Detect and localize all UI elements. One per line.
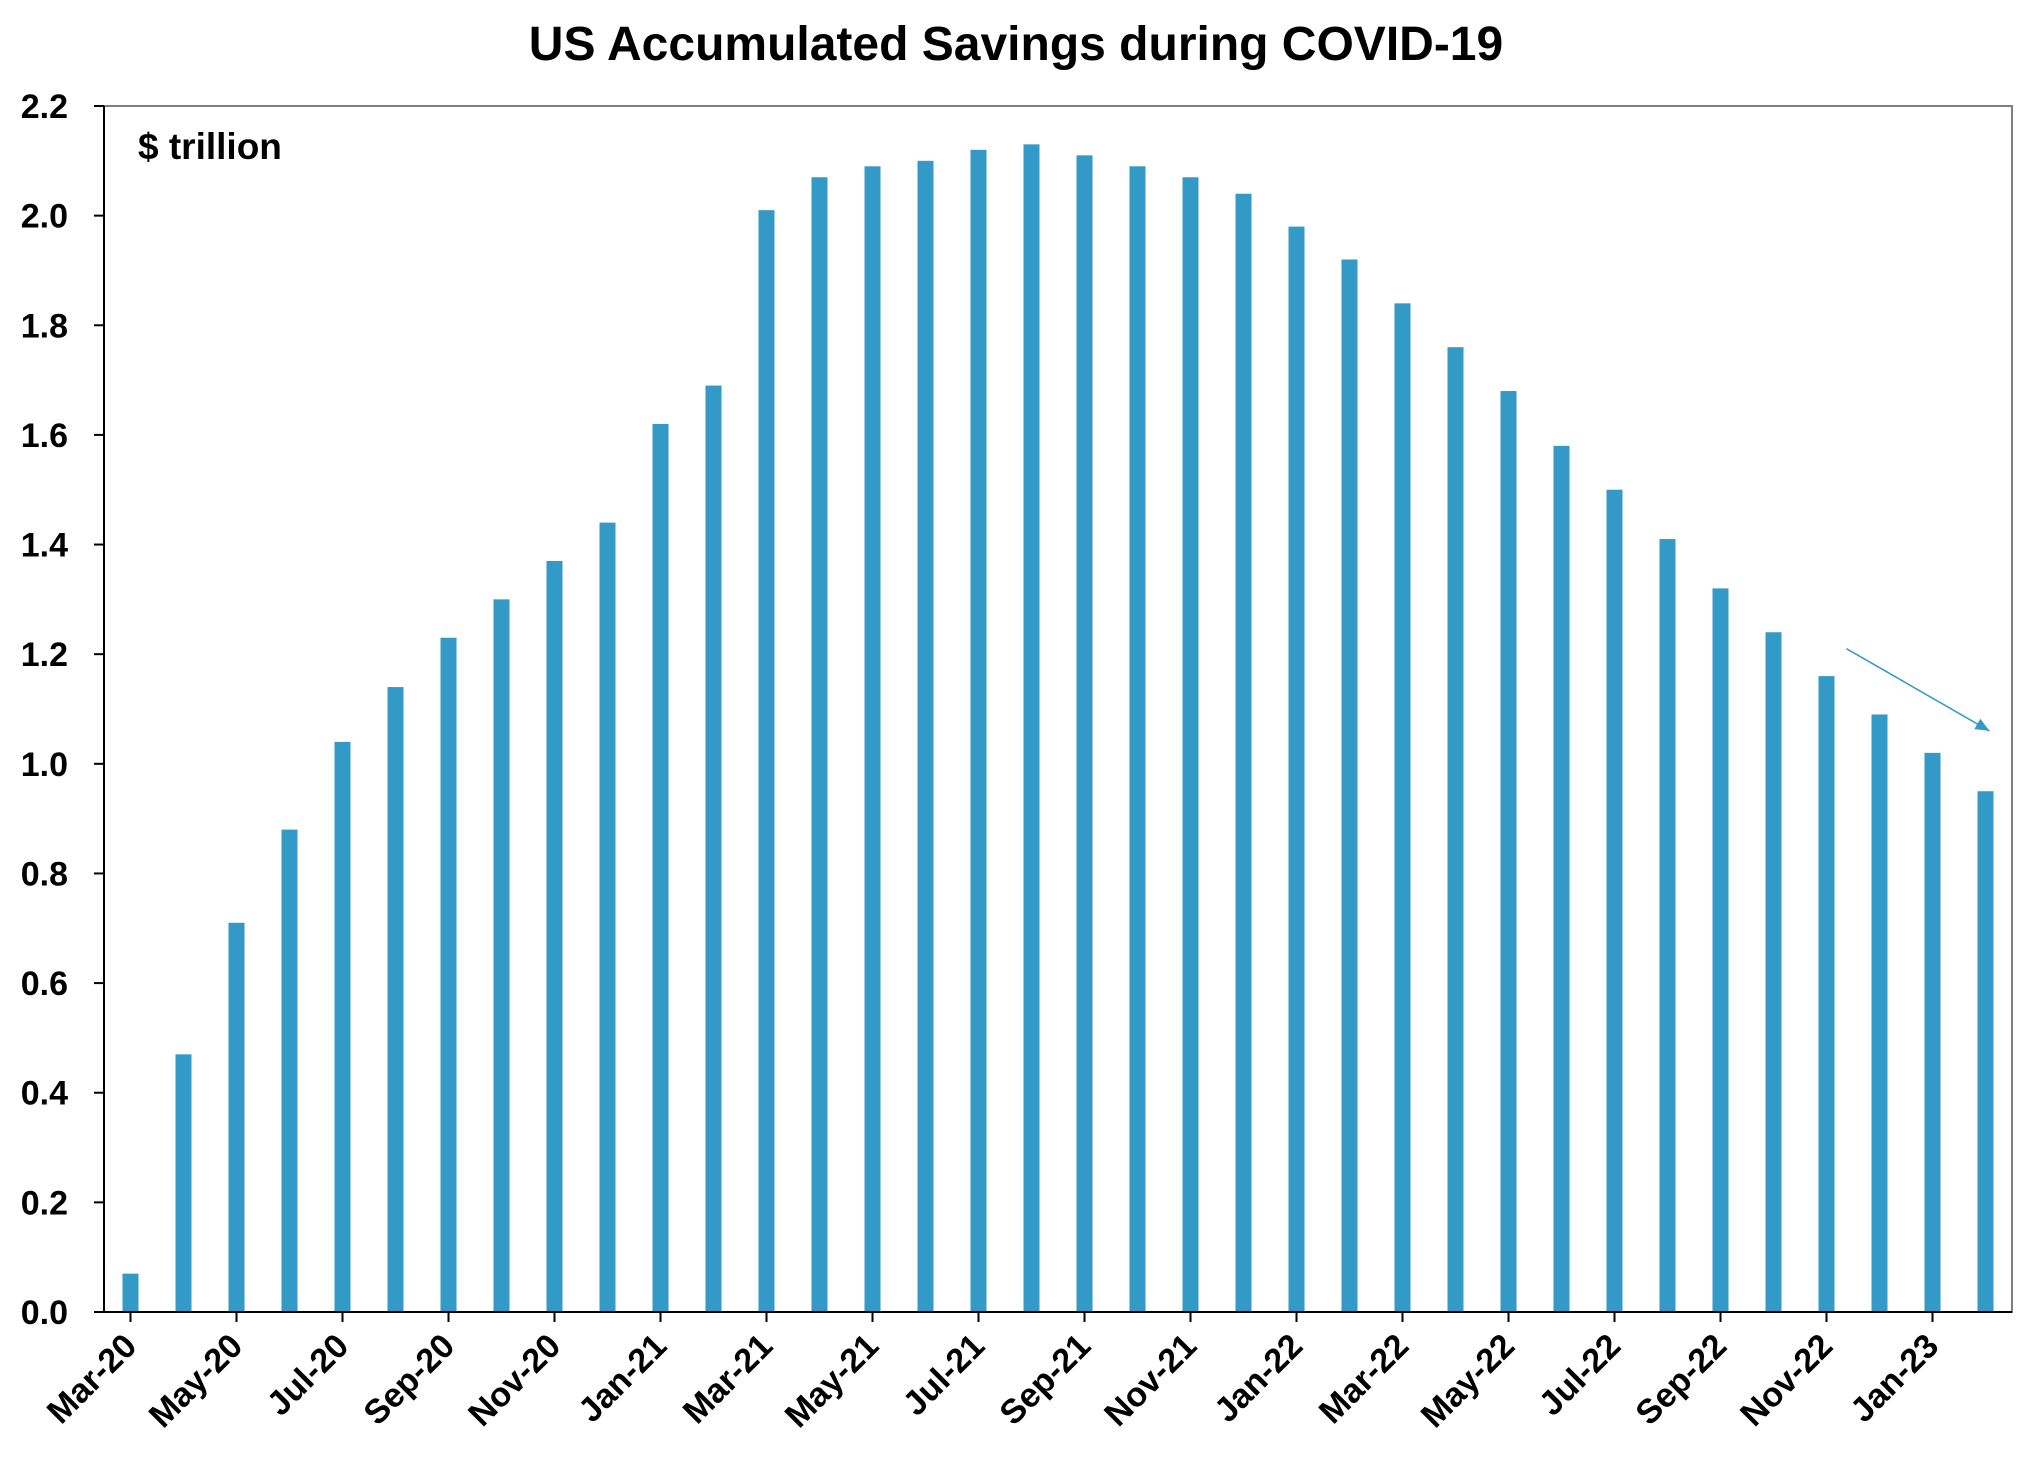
bar-May-22 [1500, 391, 1517, 1312]
bar-Jan-22 [1288, 226, 1305, 1313]
bar-Mar-22 [1394, 303, 1411, 1313]
bar-Apr-20 [175, 1054, 192, 1312]
x-tick-label: Jul-22 [1532, 1327, 1628, 1423]
bar-Apr-22 [1447, 347, 1464, 1312]
y-tick-label: 2.0 [21, 198, 68, 236]
x-tick-label: May-22 [1414, 1327, 1522, 1435]
trend-arrow-line [1846, 648, 1990, 732]
x-tick-label: May-20 [142, 1327, 250, 1435]
bar-Oct-21 [1129, 166, 1146, 1312]
y-tick-label: 1.2 [21, 636, 68, 674]
bar-Mar-21 [758, 210, 775, 1312]
bar-Feb-22 [1341, 259, 1358, 1312]
bar-Sep-21 [1076, 155, 1093, 1313]
x-tick-label: May-21 [778, 1327, 886, 1435]
y-tick-label: 0.4 [21, 1075, 68, 1113]
x-tick-label: Nov-22 [1733, 1327, 1840, 1434]
bar-Mar-20 [122, 1273, 139, 1312]
x-tick-label: Jan-23 [1843, 1327, 1946, 1430]
bar-Nov-20 [546, 560, 563, 1312]
unit-label: $ trillion [138, 126, 282, 167]
x-tick-label: Jan-21 [571, 1327, 674, 1430]
x-tick-label: Mar-20 [40, 1327, 144, 1431]
bar-Aug-20 [387, 687, 404, 1312]
y-tick-label: 0.8 [21, 855, 68, 893]
bar-Jun-21 [917, 160, 934, 1312]
bar-Oct-22 [1765, 632, 1782, 1312]
bar-Nov-21 [1182, 177, 1199, 1312]
x-tick-label: Nov-21 [1097, 1327, 1204, 1434]
y-tick-label: 1.4 [21, 527, 68, 565]
y-tick-label: 1.0 [21, 746, 68, 784]
bar-Jul-20 [334, 741, 351, 1312]
x-tick-label: Jul-21 [896, 1327, 992, 1423]
bar-May-20 [228, 922, 245, 1312]
bar-Oct-20 [493, 599, 510, 1312]
bar-Dec-21 [1235, 193, 1252, 1313]
x-tick-label: Sep-22 [1628, 1327, 1734, 1433]
x-tick-label: Sep-20 [356, 1327, 462, 1433]
x-tick-label: Sep-21 [992, 1327, 1098, 1433]
bar-May-21 [864, 166, 881, 1312]
x-tick-label: Mar-22 [1312, 1327, 1416, 1431]
bar-Feb-21 [705, 385, 722, 1312]
y-tick-label: 0.6 [21, 965, 68, 1003]
bar-Jul-21 [970, 149, 987, 1313]
bar-Sep-20 [440, 637, 457, 1312]
bar-Feb-23 [1977, 791, 1994, 1312]
bar-Jun-22 [1553, 445, 1570, 1312]
x-tick-label: Jul-20 [260, 1327, 356, 1423]
y-tick-label: 0.0 [21, 1294, 68, 1332]
bar-Dec-20 [599, 522, 616, 1312]
bar-Jul-22 [1606, 489, 1623, 1313]
bar-Apr-21 [811, 177, 828, 1312]
bars-group [122, 144, 1994, 1313]
x-tick-label: Jan-22 [1207, 1327, 1310, 1430]
y-tick-label: 0.2 [21, 1184, 68, 1222]
y-axis: 0.0 0.2 0.4 0.6 0.8 1.0 1.2 1.4 1.6 1.8 2.0 2.2 [21, 88, 105, 1332]
y-tick-label: 1.6 [21, 417, 68, 455]
annotations [1846, 648, 1990, 732]
bar-Nov-22 [1818, 676, 1835, 1312]
bar-Jan-21 [652, 423, 669, 1312]
bar-Aug-21 [1023, 144, 1040, 1312]
trend-arrow-head [1974, 718, 1990, 731]
bar-Dec-22 [1871, 714, 1888, 1312]
x-tick-label: Nov-20 [461, 1327, 568, 1434]
bar-Sep-22 [1712, 588, 1729, 1312]
y-tick-label: 2.2 [21, 88, 68, 126]
bar-Jun-20 [281, 829, 298, 1312]
bar-Jan-23 [1924, 752, 1941, 1312]
y-tick-label: 1.8 [21, 307, 68, 345]
chart-title: US Accumulated Savings during COVID-19 [529, 18, 1503, 71]
x-tick-label: Mar-21 [676, 1327, 780, 1431]
bar-Aug-22 [1659, 539, 1676, 1312]
